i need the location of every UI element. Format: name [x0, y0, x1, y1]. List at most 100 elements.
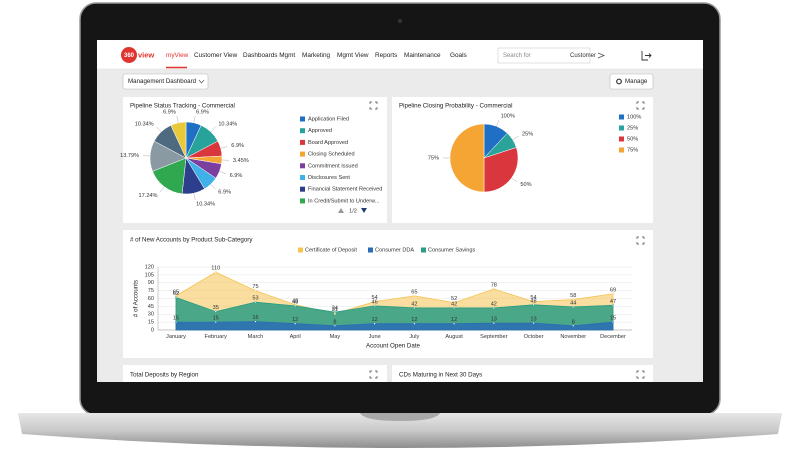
data-label: 13: [491, 317, 497, 323]
x-tick-label: March: [248, 334, 264, 340]
nav-item[interactable]: Goals: [450, 52, 467, 59]
slice-label: 6.9%: [163, 110, 176, 116]
dashboard-select-label[interactable]: Management Dashboard: [128, 78, 197, 85]
data-label: 15: [213, 316, 219, 322]
slice-label: 25%: [522, 131, 533, 137]
nav-item[interactable]: Mgmt View: [337, 52, 369, 59]
legend-label: Financial Statement Received: [308, 187, 382, 193]
y-tick-label: 0: [151, 327, 154, 333]
y-tick-label: 15: [148, 320, 154, 326]
data-label: 12: [411, 317, 417, 323]
pie-leader: [193, 115, 196, 123]
notch: [360, 413, 440, 421]
data-label: 54: [372, 295, 378, 301]
y-axis-label: # of Accounts: [133, 280, 140, 317]
point: [452, 306, 456, 310]
panel-title: Pipeline Closing Probability - Commercia…: [399, 103, 512, 110]
manage-label[interactable]: Manage: [625, 78, 648, 85]
y-tick-label: 60: [148, 296, 154, 302]
legend-swatch: [300, 151, 305, 157]
slice-label: 6.9%: [218, 190, 231, 196]
search-placeholder[interactable]: Search for: [503, 53, 531, 59]
y-tick-label: 105: [145, 272, 154, 278]
legend-swatch: [300, 186, 305, 192]
legend-label: Consumer DDA: [375, 247, 414, 253]
legend-label: Application Filed: [308, 116, 349, 122]
data-label: 53: [252, 296, 258, 302]
point: [611, 292, 615, 295]
data-label: 16: [252, 315, 258, 321]
logo-mark: 360: [124, 53, 135, 59]
point: [532, 303, 535, 306]
data-label: 65: [173, 289, 179, 295]
pie-leader: [210, 126, 216, 133]
search-box[interactable]: [497, 47, 591, 64]
legend-swatch: [300, 198, 305, 204]
x-tick-label: July: [409, 334, 419, 340]
legend-label: 25%: [627, 125, 638, 131]
nav-item[interactable]: Customer View: [194, 52, 238, 59]
data-label: 35: [213, 305, 219, 311]
slice-label: 10.34%: [196, 201, 215, 207]
data-label: 12: [372, 317, 378, 323]
point: [214, 310, 217, 313]
y-tick-label: 120: [145, 264, 154, 270]
pie-leader: [220, 146, 228, 149]
legend-swatch: [619, 147, 624, 153]
data-label: 48: [292, 298, 298, 304]
point: [611, 320, 615, 324]
legend-label: Closing Scheduled: [308, 152, 355, 158]
data-label: 75: [252, 284, 258, 290]
dashboard-select[interactable]: [122, 73, 209, 90]
pie-leader: [176, 115, 179, 123]
pie-leader: [512, 135, 519, 140]
point: [174, 320, 178, 324]
nav-item[interactable]: myView: [166, 52, 189, 59]
logout-icon[interactable]: [641, 51, 652, 61]
data-label: 12: [451, 317, 457, 323]
point: [373, 304, 376, 308]
point: [214, 320, 217, 324]
point: [572, 324, 575, 327]
data-label: 31: [332, 307, 338, 313]
data-label: 44: [570, 300, 576, 306]
y-tick-label: 30: [148, 312, 154, 318]
manage-button[interactable]: [609, 73, 654, 90]
search-scope[interactable]: Customer: [570, 53, 596, 59]
x-tick-label: June: [369, 334, 381, 340]
legend-label: Approved: [308, 128, 332, 134]
pie-leader: [219, 171, 227, 175]
expand-icons: [369, 101, 645, 379]
y-tick-label: 75: [148, 288, 154, 294]
logo-text: view: [138, 50, 154, 59]
point: [572, 305, 575, 309]
point: [373, 300, 376, 303]
legend-label: Commitment Issued: [308, 163, 358, 169]
nav-item[interactable]: Maintenance: [404, 52, 441, 59]
point: [294, 304, 297, 308]
camera: [397, 18, 403, 24]
data-label: 46: [372, 299, 378, 305]
screen: 360 view Search for Customer Management …: [97, 40, 703, 382]
x-tick-label: November: [560, 334, 586, 340]
slice-label: 6.9%: [231, 143, 244, 149]
slice-label: 3.45%: [233, 158, 249, 164]
legend-page[interactable]: 1/2: [349, 208, 357, 214]
x-tick-label: February: [205, 334, 228, 340]
point: [532, 322, 535, 325]
nav-item[interactable]: Reports: [375, 52, 397, 59]
legend-label: Disclosures Sent: [308, 175, 350, 181]
point: [413, 306, 416, 310]
nav-item[interactable]: Marketing: [302, 52, 331, 59]
logo-circle: [121, 47, 137, 63]
legend-swatch: [421, 247, 426, 253]
legend-prev[interactable]: [338, 208, 344, 213]
legend-next[interactable]: [361, 208, 367, 213]
point: [294, 322, 297, 325]
point: [214, 271, 217, 274]
point: [452, 322, 456, 325]
nav-item[interactable]: Dashboards Mgmt: [243, 52, 295, 59]
point: [254, 301, 257, 304]
point: [492, 322, 495, 325]
legend-label: 75%: [627, 147, 638, 153]
